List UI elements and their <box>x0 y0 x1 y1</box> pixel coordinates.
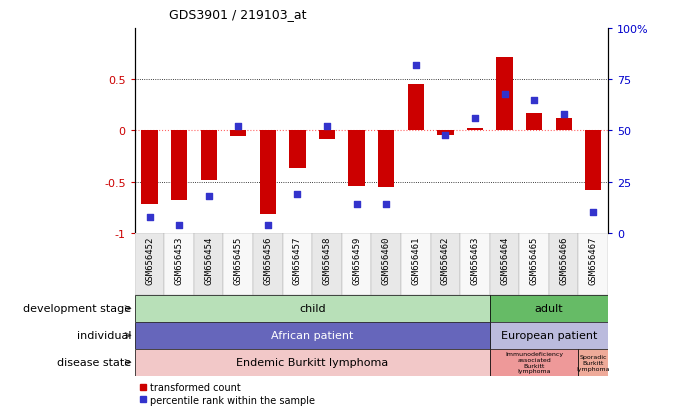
Text: GSM656453: GSM656453 <box>175 236 184 285</box>
Bar <box>223 233 253 295</box>
Bar <box>171 131 187 201</box>
Bar <box>319 131 335 139</box>
Bar <box>200 131 217 180</box>
Bar <box>490 233 520 295</box>
Bar <box>401 233 430 295</box>
Bar <box>230 131 247 136</box>
Bar <box>430 233 460 295</box>
Text: GSM656464: GSM656464 <box>500 236 509 285</box>
Bar <box>556 119 572 131</box>
Point <box>469 116 480 122</box>
Bar <box>290 131 305 169</box>
Bar <box>348 131 365 186</box>
Text: GSM656467: GSM656467 <box>589 236 598 285</box>
Point <box>203 193 214 200</box>
Bar <box>490 295 608 322</box>
Text: GSM656466: GSM656466 <box>559 236 568 285</box>
Bar <box>378 131 395 188</box>
Point <box>381 202 392 208</box>
Point <box>173 222 184 228</box>
Text: European patient: European patient <box>501 330 597 341</box>
Point <box>440 132 451 138</box>
Bar <box>312 233 342 295</box>
Text: GDS3901 / 219103_at: GDS3901 / 219103_at <box>169 8 307 21</box>
Bar <box>460 233 490 295</box>
Bar <box>164 233 194 295</box>
Bar <box>496 57 513 131</box>
Point <box>233 124 244 131</box>
Bar <box>135 233 164 295</box>
Text: Sporadic
Burkitt
lymphoma: Sporadic Burkitt lymphoma <box>576 354 610 371</box>
Bar <box>549 233 578 295</box>
Bar <box>260 131 276 215</box>
Text: GSM656462: GSM656462 <box>441 236 450 285</box>
Text: Endemic Burkitt lymphoma: Endemic Burkitt lymphoma <box>236 357 388 368</box>
Bar <box>342 233 372 295</box>
Text: GSM656457: GSM656457 <box>293 236 302 285</box>
Text: GSM656463: GSM656463 <box>471 236 480 285</box>
Text: child: child <box>299 304 325 314</box>
Point <box>558 112 569 118</box>
Bar <box>467 129 483 131</box>
Bar <box>135 322 490 349</box>
Bar <box>437 131 453 135</box>
Text: Immunodeficiency
associated
Burkitt
lymphoma: Immunodeficiency associated Burkitt lymp… <box>505 351 563 374</box>
Text: individual: individual <box>77 330 131 341</box>
Point <box>144 214 155 220</box>
Bar <box>408 85 424 131</box>
Point <box>499 91 510 97</box>
Bar <box>585 131 601 190</box>
Bar <box>283 233 312 295</box>
Bar <box>578 233 608 295</box>
Text: GSM656465: GSM656465 <box>529 236 538 285</box>
Point <box>321 124 332 131</box>
Text: GSM656460: GSM656460 <box>381 236 390 285</box>
Text: adult: adult <box>535 304 563 314</box>
Bar <box>135 295 490 322</box>
Text: GSM656458: GSM656458 <box>323 236 332 285</box>
Text: GSM656456: GSM656456 <box>263 236 272 285</box>
Text: GSM656459: GSM656459 <box>352 236 361 285</box>
Text: development stage: development stage <box>23 304 131 314</box>
Bar <box>490 322 608 349</box>
Legend: transformed count, percentile rank within the sample: transformed count, percentile rank withi… <box>140 382 315 405</box>
Text: GSM656455: GSM656455 <box>234 236 243 285</box>
Text: African patient: African patient <box>271 330 353 341</box>
Text: disease state: disease state <box>57 357 131 368</box>
Bar <box>194 233 223 295</box>
Bar <box>372 233 401 295</box>
Bar <box>142 131 158 205</box>
Point <box>588 210 599 216</box>
Text: GSM656452: GSM656452 <box>145 236 154 285</box>
Point <box>529 97 540 104</box>
Bar <box>253 233 283 295</box>
Point <box>410 62 422 69</box>
Bar <box>135 349 490 376</box>
Text: GSM656454: GSM656454 <box>205 236 214 285</box>
Bar <box>490 349 578 376</box>
Bar <box>520 233 549 295</box>
Point <box>292 191 303 198</box>
Text: GSM656461: GSM656461 <box>411 236 420 285</box>
Point <box>263 222 274 228</box>
Point <box>351 202 362 208</box>
Bar <box>526 114 542 131</box>
Bar <box>578 349 608 376</box>
